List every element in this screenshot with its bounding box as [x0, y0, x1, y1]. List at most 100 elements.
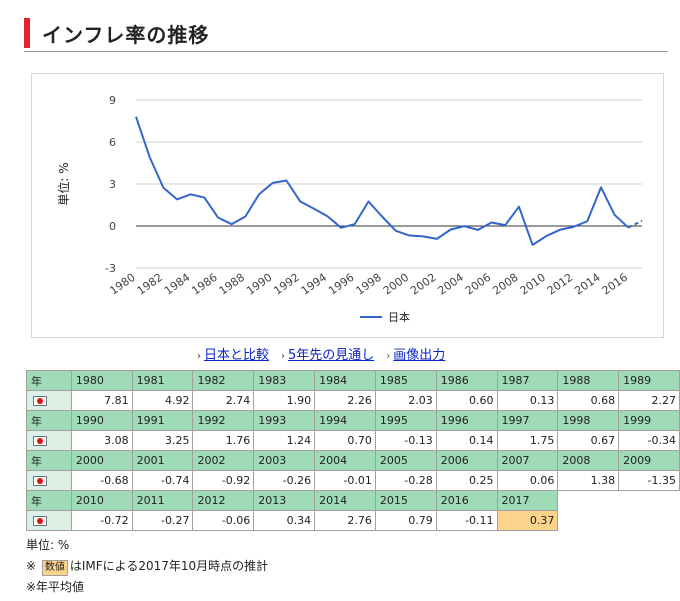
x-tick-label: 1986 [189, 271, 219, 298]
value-cell: -0.26 [253, 470, 316, 491]
year-cell: 2007 [496, 450, 559, 471]
value-cell: -0.06 [192, 510, 255, 531]
year-cell: 2004 [314, 450, 376, 471]
x-tick-label: 1990 [244, 271, 274, 298]
year-caption-cell: 年 [26, 450, 72, 471]
value-cell: 3.25 [131, 430, 194, 451]
y-tick-label: 6 [109, 136, 116, 149]
year-cell: 2013 [253, 490, 316, 511]
year-caption-cell: 年 [26, 490, 72, 511]
value-cell: -0.72 [70, 510, 133, 531]
flag-cell [26, 430, 72, 451]
series-line-estimate [627, 219, 643, 229]
x-tick-label: 2012 [545, 271, 575, 298]
estimate-note: ※ 数値 はIMFによる2017年10月時点の推計 [26, 556, 268, 577]
y-axis-label: 単位: % [56, 162, 71, 205]
value-cell: -0.01 [314, 470, 376, 491]
link-label[interactable]: 5年先の見通し [288, 348, 375, 363]
year-cell: 2001 [131, 450, 194, 471]
value-cell: 1.75 [496, 430, 559, 451]
flag-cell [26, 510, 72, 531]
value-cell: -0.74 [131, 470, 194, 491]
image-export-link[interactable]: › 画像出力 [386, 344, 445, 363]
year-cell: 2011 [131, 490, 194, 511]
value-cell: -0.11 [435, 510, 498, 531]
japan-flag-icon [33, 396, 47, 406]
value-cell: -1.35 [618, 470, 680, 491]
japan-flag-icon [33, 476, 47, 486]
year-cell: 2010 [70, 490, 133, 511]
value-cell: 1.24 [253, 430, 316, 451]
year-cell: 2008 [557, 450, 620, 471]
japan-flag-icon [33, 436, 47, 446]
value-cell: 2.26 [314, 390, 376, 411]
y-tick-label: 9 [109, 94, 116, 107]
value-cell: 0.13 [496, 390, 559, 411]
year-cell: 1985 [374, 370, 437, 391]
x-tick-label: 2006 [463, 271, 493, 298]
year-cell: 1995 [374, 410, 437, 431]
year-cell: 1999 [618, 410, 680, 431]
year-cell: 1994 [314, 410, 376, 431]
flag-cell [26, 470, 72, 491]
year-cell: 1998 [557, 410, 620, 431]
x-tick-label: 1998 [353, 271, 383, 298]
year-cell: 2015 [374, 490, 437, 511]
flag-cell [26, 390, 72, 411]
link-label[interactable]: 画像出力 [393, 348, 446, 363]
value-cell: 0.68 [557, 390, 620, 411]
year-cell: 1997 [496, 410, 559, 431]
x-tick-label: 1992 [271, 271, 301, 298]
year-cell: 1982 [192, 370, 255, 391]
value-cell: 2.76 [314, 510, 376, 531]
year-cell: 1986 [435, 370, 498, 391]
value-cell: 0.70 [314, 430, 376, 451]
value-cell: 1.38 [557, 470, 620, 491]
value-cell: 0.79 [374, 510, 437, 531]
compare-japan-link[interactable]: › 日本と比較 [197, 344, 269, 363]
year-cell: 2014 [314, 490, 376, 511]
value-cell: -0.13 [374, 430, 437, 451]
value-cell: 1.76 [192, 430, 255, 451]
value-cell: 4.92 [131, 390, 194, 411]
average-note: ※年平均値 [26, 580, 85, 594]
value-row: 7.81 4.92 2.74 1.90 2.26 2.03 0.60 0.13 0.68 2.27 [26, 390, 680, 411]
year-cell: 1992 [192, 410, 255, 431]
x-tick-label: 2004 [436, 271, 466, 298]
value-cell: 0.25 [435, 470, 498, 491]
x-tick-label: 1984 [162, 271, 192, 298]
value-cell: 0.06 [496, 470, 559, 491]
year-cell: 2009 [618, 450, 680, 471]
year-cell: 1983 [253, 370, 316, 391]
empty-cell [619, 511, 680, 531]
year-caption-cell: 年 [26, 370, 72, 391]
year-cell: 2017 [496, 490, 559, 511]
empty-cell [558, 491, 619, 511]
year-cell: 2012 [192, 490, 255, 511]
value-cell: 1.90 [253, 390, 316, 411]
year-cell: 1988 [557, 370, 620, 391]
year-header-row: 年 1980 1981 1982 1983 1984 1985 1986 1987 1988 198… [26, 370, 680, 391]
value-row: 3.08 3.25 1.76 1.24 0.70 -0.13 0.14 1.75 0.67 -0.… [26, 430, 680, 451]
link-label[interactable]: 日本と比較 [204, 348, 270, 363]
five-year-outlook-link[interactable]: › 5年先の見通し [281, 344, 374, 363]
value-cell: 0.34 [253, 510, 316, 531]
year-cell: 2003 [253, 450, 316, 471]
year-header-row: 年 2010 2011 2012 2013 2014 2015 2016 2017 [26, 490, 680, 511]
value-cell: 2.27 [618, 390, 680, 411]
value-cell: -0.34 [618, 430, 680, 451]
chevron-right-icon: › [281, 351, 286, 362]
empty-cell [558, 511, 619, 531]
year-cell: 1987 [496, 370, 559, 391]
year-cell: 2005 [374, 450, 437, 471]
value-cell: 3.08 [70, 430, 133, 451]
legend-label-japan: 日本 [388, 310, 410, 324]
heading-accent-bar [24, 18, 30, 48]
year-cell: 1980 [70, 370, 133, 391]
value-cell: -0.28 [374, 470, 437, 491]
value-row: -0.72 -0.27 -0.06 0.34 2.76 0.79 -0.11 0.37 [26, 510, 680, 531]
y-tick-label: 0 [109, 220, 116, 233]
year-cell: 2016 [435, 490, 498, 511]
x-tick-label: 1996 [326, 271, 356, 298]
